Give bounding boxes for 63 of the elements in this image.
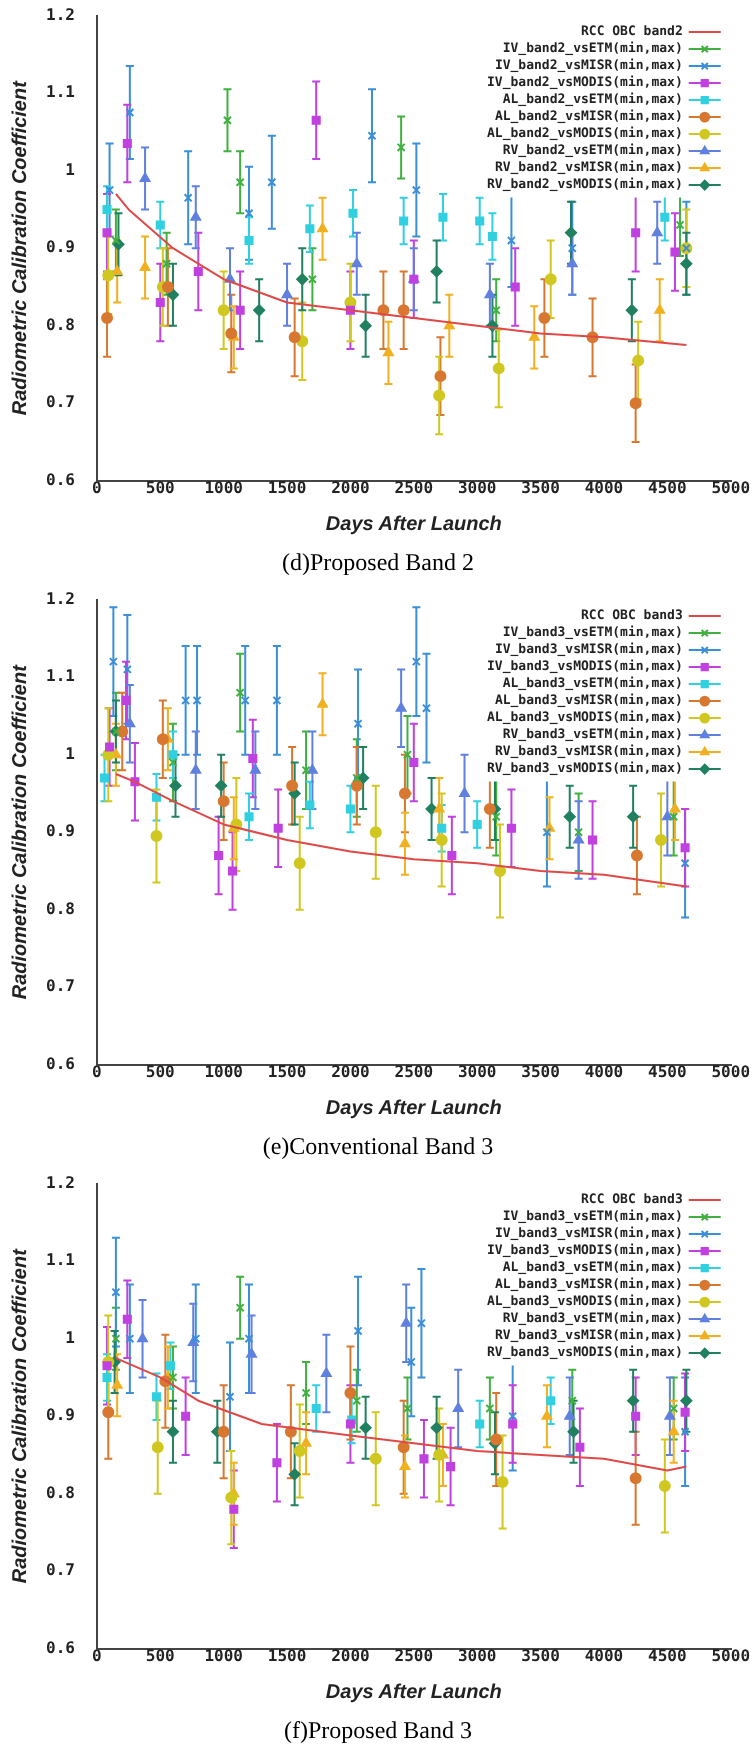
y-tick-label: 0.7: [45, 393, 76, 412]
x-tick-label: 3000: [457, 478, 497, 497]
y-tick-label: 1.1: [45, 83, 76, 102]
x-tick-label: 2000: [331, 1646, 371, 1665]
x-tick-label: 2500: [394, 1062, 434, 1081]
y-tick-label: 0.9: [45, 822, 76, 841]
x-tick-label: 4500: [648, 1646, 687, 1665]
y-tick-label: 0.8: [45, 315, 76, 334]
x-tick-label: 3500: [521, 478, 561, 497]
y-tick-label: 1: [65, 160, 76, 179]
x-tick-label: 2000: [331, 1062, 371, 1081]
y-tick-label: 0.6: [45, 1054, 76, 1073]
x-tick-label: 1500: [267, 1646, 307, 1665]
x-tick-label: 0: [92, 478, 103, 497]
y-axis-title: Radiometric Calibration Coefficient: [9, 1247, 32, 1584]
y-tick-label: 1: [65, 744, 76, 763]
x-tick-label: 500: [145, 478, 176, 497]
x-tick-label: 1000: [204, 1646, 244, 1665]
x-tick-label: 1000: [204, 1062, 244, 1081]
x-tick-label: 4500: [648, 1062, 687, 1081]
x-tick-label: 0: [92, 1646, 103, 1665]
y-tick-label: 0.6: [45, 1638, 76, 1657]
x-axis-title: Days After Launch: [325, 1097, 502, 1120]
x-tick-label: 1000: [204, 478, 244, 497]
x-tick-label: 2000: [331, 478, 371, 497]
y-tick-label: 0.6: [45, 470, 76, 489]
x-tick-label: 3500: [521, 1062, 561, 1081]
y-tick-label: 1.2: [45, 589, 76, 608]
x-tick-label: 4000: [584, 478, 624, 497]
y-tick-label: 0.8: [45, 899, 76, 918]
y-tick-label: 1.2: [45, 1173, 76, 1192]
x-tick-label: 5000: [711, 478, 751, 497]
text: (d)Proposed Band 2: [280, 546, 476, 580]
x-tick-label: 4000: [584, 1646, 624, 1665]
text: (e)Conventional Band 3: [260, 1130, 496, 1164]
x-tick-label: 0: [92, 1062, 103, 1081]
x-tick-label: 5000: [711, 1646, 751, 1665]
x-tick-label: 4000: [584, 1062, 624, 1081]
x-tick-label: 3000: [457, 1062, 497, 1081]
x-tick-label: 3500: [521, 1646, 561, 1665]
x-tick-label: 1500: [267, 1062, 307, 1081]
y-tick-label: 1.1: [45, 1251, 76, 1270]
text: (f)Proposed Band 3: [282, 1714, 474, 1748]
y-tick-label: 0.7: [45, 1561, 76, 1580]
y-axis-title: Radiometric Calibration Coefficient: [9, 79, 32, 416]
x-tick-label: 5000: [711, 1062, 751, 1081]
y-tick-label: 0.9: [45, 1406, 76, 1425]
y-tick-label: 1.2: [45, 5, 76, 24]
x-tick-label: 2500: [394, 478, 434, 497]
x-tick-label: 3000: [457, 1646, 497, 1665]
x-axis-title: Days After Launch: [325, 1681, 502, 1704]
y-tick-label: 1.1: [45, 667, 76, 686]
x-tick-label: 2500: [394, 1646, 434, 1665]
x-axis-title: Days After Launch: [325, 513, 502, 536]
y-tick-label: 0.8: [45, 1483, 76, 1502]
y-tick-label: 0.7: [45, 977, 76, 996]
y-tick-label: 0.9: [45, 238, 76, 257]
y-tick-label: 1: [65, 1328, 76, 1347]
x-tick-label: 4500: [648, 478, 687, 497]
y-axis-title: Radiometric Calibration Coefficient: [9, 663, 32, 1000]
x-tick-label: 500: [145, 1646, 176, 1665]
x-tick-label: 500: [145, 1062, 176, 1081]
x-tick-label: 1500: [267, 478, 307, 497]
